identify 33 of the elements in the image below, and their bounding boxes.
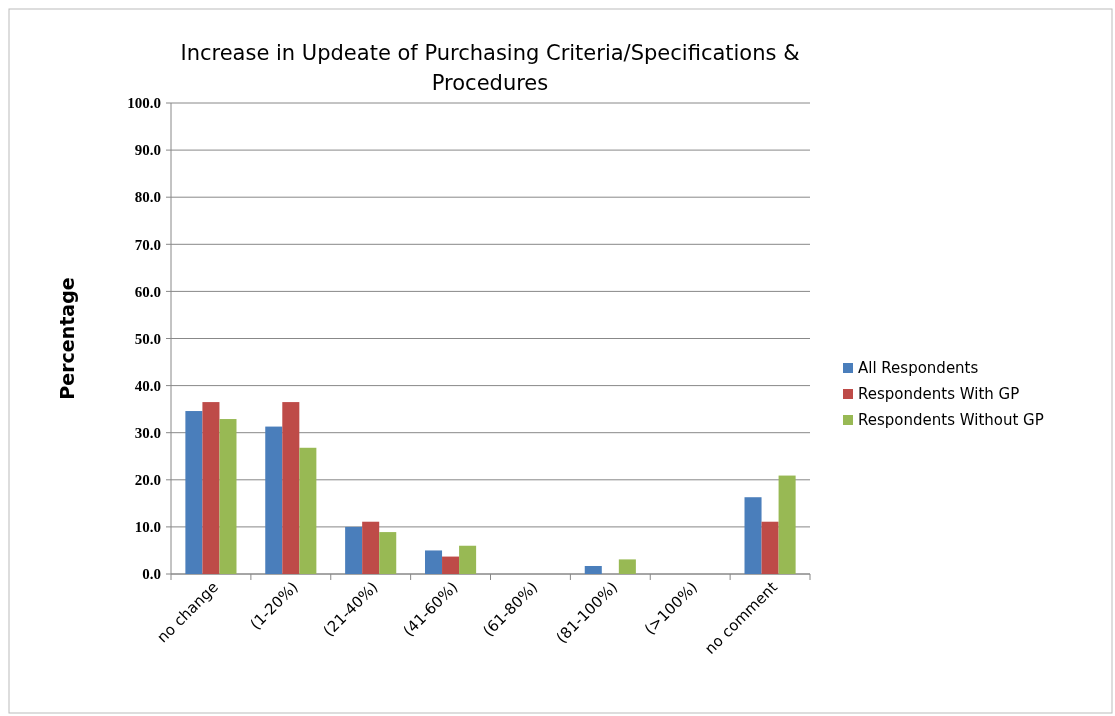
bar — [362, 521, 380, 574]
y-tick-label: 10.0 — [134, 519, 161, 536]
legend-label: Respondents With GP — [858, 385, 1020, 404]
y-tick-label: 70.0 — [134, 236, 161, 253]
legend-label: Respondents Without GP — [858, 411, 1044, 430]
bar — [618, 559, 636, 574]
bar — [299, 447, 317, 574]
y-tick-label: 100.0 — [127, 95, 161, 112]
bar — [265, 426, 283, 574]
bar — [282, 402, 300, 574]
y-tick-label: 50.0 — [134, 330, 161, 347]
bar — [425, 550, 443, 574]
bar — [442, 556, 460, 574]
bar — [778, 475, 796, 574]
y-tick-label: 0.0 — [142, 566, 161, 583]
bar — [584, 565, 602, 574]
y-tick-label: 90.0 — [134, 142, 161, 159]
bar — [345, 526, 363, 574]
y-tick-label: 40.0 — [134, 377, 161, 394]
y-tick-label: 30.0 — [134, 424, 161, 441]
y-tick-label: 20.0 — [134, 472, 161, 489]
bar — [744, 497, 762, 574]
bar — [379, 532, 397, 574]
y-tick-label: 80.0 — [134, 189, 161, 206]
chart-title: Increase in Updeate of Purchasing Criteria/Specifications & Procedures — [180, 41, 800, 95]
y-axis-title: Percentage — [56, 277, 78, 400]
legend-label: All Respondents — [858, 359, 979, 378]
bar — [761, 521, 779, 574]
bar — [185, 411, 203, 574]
y-tick-label: 60.0 — [134, 283, 161, 300]
bar — [202, 402, 220, 574]
bar — [219, 419, 237, 574]
bar — [459, 545, 477, 574]
